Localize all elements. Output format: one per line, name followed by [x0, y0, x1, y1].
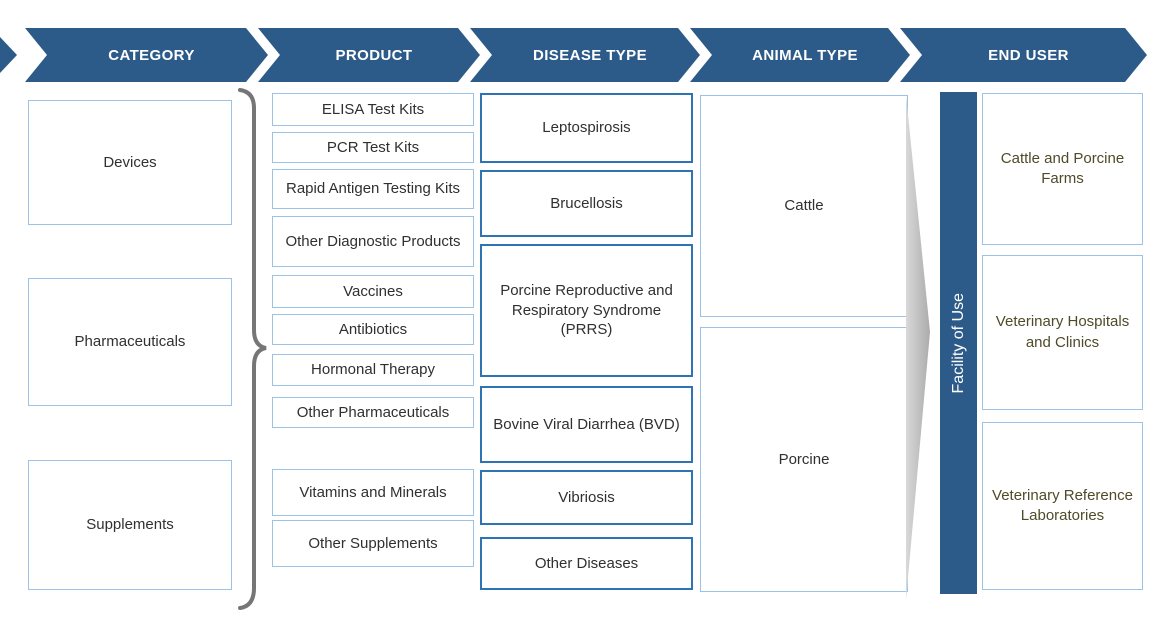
end-user-box-veterinary-reference-laboratories: Veterinary Reference Laboratories [982, 422, 1143, 590]
product-box-vitamins-and-minerals: Vitamins and Minerals [272, 469, 474, 516]
category-box-devices: Devices [28, 100, 232, 225]
category-box-pharmaceuticals: Pharmaceuticals [28, 278, 232, 406]
disease-box-vibriosis: Vibriosis [480, 470, 693, 525]
animal-box-porcine: Porcine [700, 327, 908, 592]
animal-box-cattle: Cattle [700, 95, 908, 317]
product-box-hormonal-therapy: Hormonal Therapy [272, 354, 474, 386]
product-box-other-pharmaceuticals: Other Pharmaceuticals [272, 397, 474, 428]
product-box-rapid-antigen-testing-kits: Rapid Antigen Testing Kits [272, 169, 474, 209]
header-arrow-product: PRODUCT [258, 28, 480, 82]
header-label-animal-type: ANIMAL TYPE [752, 46, 858, 64]
header-arrow-animal-type: ANIMAL TYPE [690, 28, 910, 82]
product-box-antibiotics: Antibiotics [272, 314, 474, 345]
header-label-end-user: END USER [988, 46, 1069, 64]
curly-brace-icon [238, 88, 267, 610]
disease-box-brucellosis: Brucellosis [480, 170, 693, 237]
header-arrow-disease-type: DISEASE TYPE [470, 28, 700, 82]
header-arrow-end-user: END USER [900, 28, 1147, 82]
disease-box-leptospirosis: Leptospirosis [480, 93, 693, 163]
product-box-vaccines: Vaccines [272, 275, 474, 308]
category-box-supplements: Supplements [28, 460, 232, 590]
disease-box-bvd: Bovine Viral Diarrhea (BVD) [480, 386, 693, 463]
disease-box-prrs: Porcine Reproductive and Respiratory Syn… [480, 244, 693, 377]
header-label-product: PRODUCT [335, 46, 413, 64]
header-arrow-category: CATEGORY [25, 28, 268, 82]
product-box-other-diagnostic-products: Other Diagnostic Products [272, 216, 474, 267]
facility-of-use-bar: Facility of Use [940, 92, 977, 594]
end-user-box-cattle-and-porcine-farms: Cattle and Porcine Farms [982, 93, 1143, 245]
product-box-pcr-test-kits: PCR Test Kits [272, 132, 474, 163]
disease-box-other-diseases: Other Diseases [480, 537, 693, 590]
end-user-box-veterinary-hospitals-and-clinics: Veterinary Hospitals and Clinics [982, 255, 1143, 410]
header-label-disease-type: DISEASE TYPE [533, 46, 647, 64]
product-box-elisa-test-kits: ELISA Test Kits [272, 93, 474, 126]
header-label-category: CATEGORY [108, 46, 195, 64]
chevron-fragment-icon [0, 37, 17, 73]
product-box-other-supplements: Other Supplements [272, 520, 474, 567]
facility-of-use-label: Facility of Use [949, 292, 967, 394]
funnel-triangle-icon [906, 95, 930, 600]
